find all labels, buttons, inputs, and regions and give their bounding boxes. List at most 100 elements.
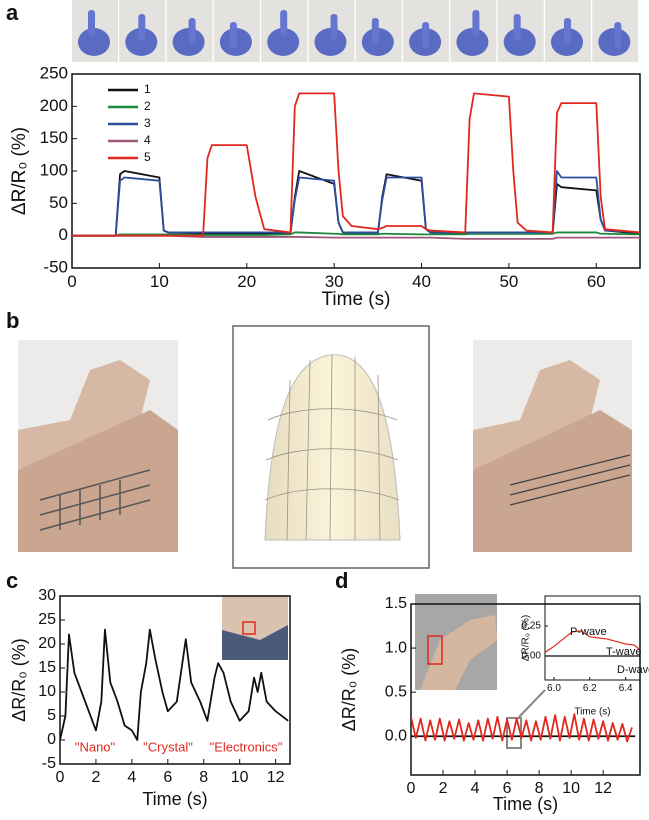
series-line (72, 170, 640, 237)
x-tick-label: 40 (412, 272, 431, 291)
x-tick-label: 6 (163, 769, 172, 786)
series-line (411, 713, 633, 743)
y-axis-label: ΔR/R₀ (%) (9, 127, 30, 215)
panel-label: a (6, 0, 19, 25)
x-axis-label: Time (s) (493, 794, 558, 814)
glove (267, 28, 300, 56)
x-tick-label: 20 (237, 272, 256, 291)
y-tick-label: 0.25 (522, 621, 542, 632)
y-tick-label: 100 (40, 160, 68, 179)
y-tick-label: 25 (38, 611, 56, 628)
plot-frame (544, 595, 641, 681)
model-sheet (232, 325, 430, 569)
y-axis-label: ΔR/R₀ (%) (521, 615, 532, 661)
y-axis-label: ΔR/R₀ (%) (9, 638, 29, 722)
glove-finger (88, 10, 95, 36)
y-tick-label: 15 (38, 659, 56, 676)
x-tick-label: 30 (325, 272, 344, 291)
x-tick-label: 50 (499, 272, 518, 291)
zoom-arrow (518, 689, 546, 718)
glove (125, 28, 158, 56)
glove-finger (280, 10, 288, 36)
glove-finger (229, 22, 237, 48)
neck-photo (222, 595, 288, 660)
y-tick-label: 1.5 (385, 595, 407, 612)
x-tick-label: 6.4 (619, 683, 633, 694)
y-tick-label: 0 (47, 731, 56, 748)
x-tick-label: 10 (150, 272, 169, 291)
x-tick-label: 6 (503, 780, 512, 797)
x-tick-label: 2 (91, 769, 100, 786)
x-tick-label: 8 (535, 780, 544, 797)
panel-label: c (6, 568, 18, 593)
glove-finger (472, 10, 480, 36)
glove-finger (422, 22, 430, 48)
x-tick-label: 6.0 (547, 683, 561, 694)
y-tick-label: 0.00 (522, 651, 542, 662)
glove-finger (138, 14, 146, 40)
x-axis-label: Time (s) (322, 289, 391, 310)
annotation: "Crystal" (143, 739, 193, 754)
inset-background (545, 596, 640, 680)
y-tick-label: 200 (40, 96, 68, 115)
annotation: "Electronics" (210, 739, 283, 754)
glove (503, 28, 536, 56)
x-tick-label: 6.2 (583, 683, 597, 694)
x-tick-label: 12 (267, 769, 285, 786)
glove (78, 28, 110, 56)
glove-finger (564, 18, 571, 44)
x-tick-label: 10 (231, 769, 249, 786)
series-line (72, 231, 640, 237)
glove-finger (513, 14, 521, 40)
legend-label: 3 (144, 116, 151, 130)
x-axis-label: Time (s) (142, 789, 207, 809)
annotation: D-wave (617, 664, 649, 676)
y-tick-label: 250 (40, 63, 68, 82)
y-tick-label: 0 (59, 225, 68, 244)
chart: 0 2 4 6 8 10 12 0.0 0.5 1.0 1.5 Time (s) ΔR/R₀ (%) (339, 595, 641, 814)
y-tick-label: 10 (38, 683, 56, 700)
glove-finger (614, 22, 622, 48)
x-tick-label: 8 (199, 769, 208, 786)
glove (172, 28, 205, 56)
wrist-photo (415, 594, 497, 690)
legend-label: 2 (144, 99, 151, 113)
y-tick-label: 20 (38, 635, 56, 652)
y-tick-label: 5 (47, 707, 56, 724)
y-tick-label: 150 (40, 128, 68, 147)
y-axis-label: ΔR/R₀ (%) (339, 648, 359, 732)
x-tick-label: 60 (587, 272, 606, 291)
series-line (545, 630, 640, 653)
y-tick-label: -5 (42, 755, 56, 772)
x-tick-label: 0 (67, 272, 76, 291)
x-tick-label: 4 (127, 769, 136, 786)
glove-finger (330, 14, 338, 40)
y-tick-label: 0.5 (385, 683, 407, 700)
plot-frame (59, 595, 291, 765)
series-line (72, 92, 640, 237)
annotation: P-wave (570, 626, 607, 638)
x-tick-label: 2 (439, 780, 448, 797)
glove (456, 28, 489, 56)
x-tick-label: 4 (471, 780, 480, 797)
annotation: "Nano" (75, 739, 116, 754)
gesture-photos (72, 0, 639, 62)
legend-label: 5 (144, 150, 151, 164)
y-tick-label: -50 (43, 257, 68, 276)
x-tick-label: 0 (56, 769, 65, 786)
glove (314, 28, 347, 56)
glove-finger (188, 18, 196, 44)
panel-label: b (6, 308, 19, 333)
legend-label: 1 (144, 82, 151, 96)
y-tick-label: 30 (38, 587, 56, 604)
y-tick-label: 50 (49, 193, 68, 212)
legend-label: 4 (144, 133, 151, 147)
wrist-photo (473, 340, 632, 552)
chart: 6.0 6.2 6.4 0.00 0.25 Time (s) ΔR/R₀ (%) P-wave… (521, 595, 649, 718)
x-tick-label: 0 (407, 780, 416, 797)
x-axis-label: Time (s) (574, 707, 610, 718)
x-tick-label: 12 (594, 780, 612, 797)
